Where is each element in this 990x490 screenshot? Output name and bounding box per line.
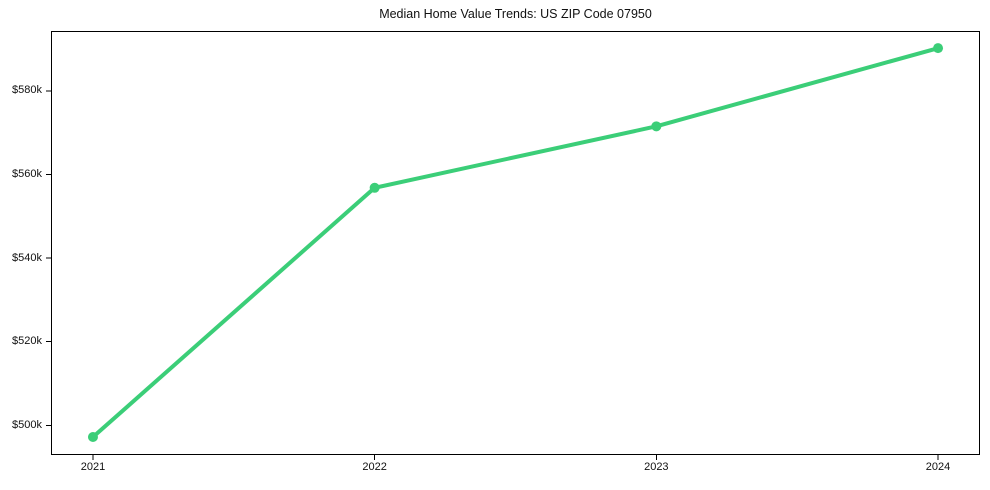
data-point-marker: [651, 121, 662, 132]
trend-line: [90, 46, 941, 440]
data-point-marker: [369, 182, 380, 193]
plot-border: [51, 31, 980, 455]
data-point-marker: [87, 432, 98, 443]
data-point-marker: [933, 43, 944, 54]
chart-title: Median Home Value Trends: US ZIP Code 07…: [379, 7, 652, 21]
